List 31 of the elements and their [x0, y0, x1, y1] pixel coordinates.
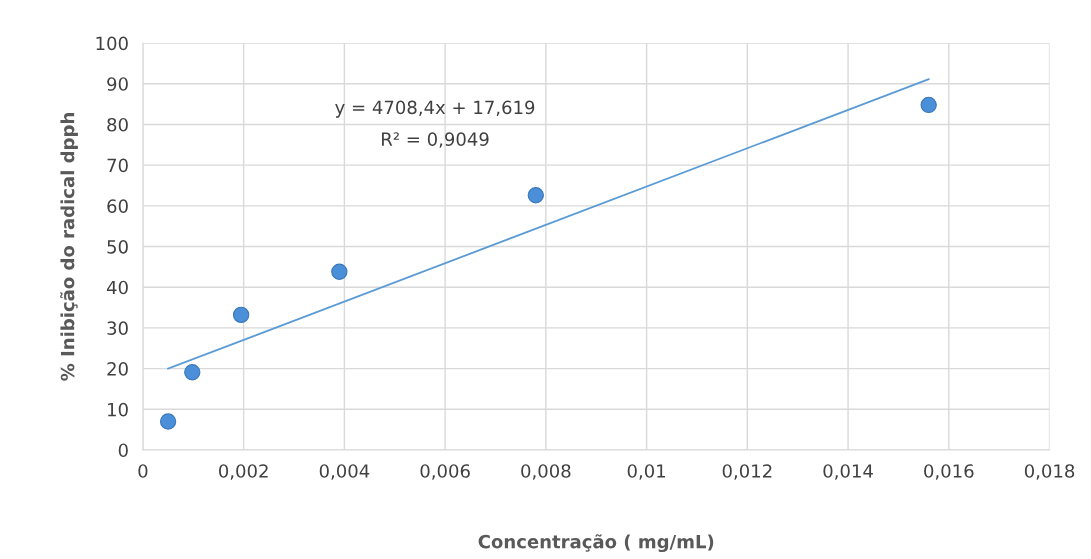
y-tick-label: 20 [107, 362, 128, 376]
x-tick-label: 0,01 [627, 464, 666, 480]
y-tick-label: 90 [107, 77, 128, 91]
y-tick-label: 70 [107, 158, 128, 173]
x-axis-title: Concentração ( mg/mL) [478, 534, 714, 553]
y-tick-label: 10 [108, 402, 128, 417]
y-tick-label: 60 [107, 199, 128, 213]
y-tick-label: 30 [107, 321, 128, 336]
annotation: y = 4708,4x + 17,619 [335, 100, 535, 118]
point [232, 306, 250, 324]
x-tick-label: 0,002 [219, 464, 268, 480]
point [331, 263, 348, 280]
annotation: R² = 0,9049 [382, 132, 489, 148]
x-tick-label: 0,004 [319, 464, 370, 480]
x-tick-label: 0,016 [924, 464, 974, 480]
point [527, 187, 544, 204]
y-tick-label: 50 [107, 239, 128, 254]
point [159, 413, 177, 430]
y-axis-title: % Inibição do radical dpph [60, 113, 78, 381]
y-tick-label: 80 [107, 117, 128, 132]
point [920, 96, 937, 114]
x-tick-label: 0,006 [420, 464, 470, 480]
x-tick-label: 0,012 [722, 464, 772, 480]
x-tick-label: 0,018 [1024, 464, 1075, 480]
x-tick-label: 0 [138, 464, 148, 478]
point [184, 364, 201, 381]
y-tick-label: 0 [118, 443, 128, 458]
x-tick-label: 0,008 [521, 464, 571, 480]
y-tick-label: 100 [96, 36, 128, 51]
x-tick-label: 0,014 [823, 464, 873, 480]
y-tick-label: 40 [106, 280, 128, 295]
